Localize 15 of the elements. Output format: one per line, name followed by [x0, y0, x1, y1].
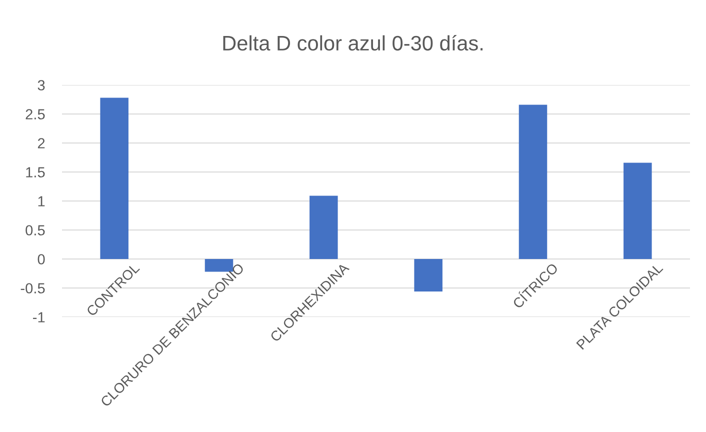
bar — [414, 259, 442, 292]
y-tick-label: 2.5 — [26, 109, 45, 120]
y-tick-label: 1.5 — [26, 167, 45, 178]
y-tick-label: 0 — [38, 254, 45, 264]
chart-title: Delta D color azul 0-30 días. — [223, 35, 483, 51]
bar — [518, 104, 548, 259]
y-tick-label: -1 — [33, 312, 45, 322]
bar — [310, 196, 338, 259]
bar — [624, 162, 652, 259]
y-tick-label: -0.5 — [20, 283, 45, 294]
y-tick-label: 3 — [38, 80, 45, 90]
y-tick-label: 1 — [38, 196, 45, 206]
y-tick-label: 2 — [38, 138, 45, 148]
y-tick-label: 0.5 — [26, 225, 45, 236]
bar — [100, 98, 128, 259]
